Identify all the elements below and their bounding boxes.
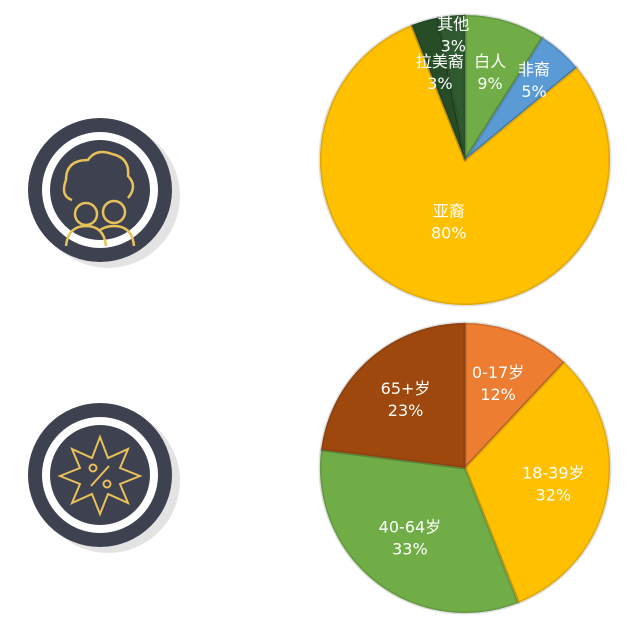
percent-icon bbox=[28, 403, 180, 553]
pie-slice bbox=[410, 16, 467, 162]
slice-label: 65+岁 bbox=[381, 379, 431, 398]
slice-label: 白人 bbox=[474, 52, 506, 71]
pie-slice bbox=[436, 13, 467, 162]
slice-value: 5% bbox=[521, 82, 546, 101]
slice-value: 3% bbox=[441, 36, 466, 55]
pie-slice bbox=[319, 321, 467, 470]
slice-value: 23% bbox=[388, 401, 424, 420]
slice-value: 33% bbox=[392, 540, 428, 559]
people-icon bbox=[28, 118, 180, 268]
slice-value: 32% bbox=[536, 485, 572, 504]
slice-label: 非裔 bbox=[518, 60, 550, 79]
slice-value: 3% bbox=[427, 74, 452, 93]
pie-slice bbox=[463, 321, 566, 470]
pie-slice bbox=[463, 13, 545, 162]
slice-value: 9% bbox=[477, 74, 502, 93]
pie-slice bbox=[318, 23, 612, 307]
pie-slice bbox=[318, 448, 520, 615]
pie-slice bbox=[463, 360, 612, 605]
slice-label: 0-17岁 bbox=[472, 363, 524, 382]
pie-chart: 0-17岁 12% 18-39岁 32% 40-64岁 33% 65+岁 23% bbox=[318, 321, 612, 615]
slice-value: 80% bbox=[431, 224, 467, 243]
slice-value: 12% bbox=[480, 385, 516, 404]
pie-slice bbox=[463, 36, 579, 162]
slice-label: 亚裔 bbox=[433, 202, 465, 221]
slice-label: 其他 bbox=[437, 14, 469, 33]
slice-label: 拉美裔 bbox=[416, 52, 464, 71]
slice-label: 40-64岁 bbox=[379, 518, 442, 537]
slice-label: 18-39岁 bbox=[522, 463, 585, 482]
